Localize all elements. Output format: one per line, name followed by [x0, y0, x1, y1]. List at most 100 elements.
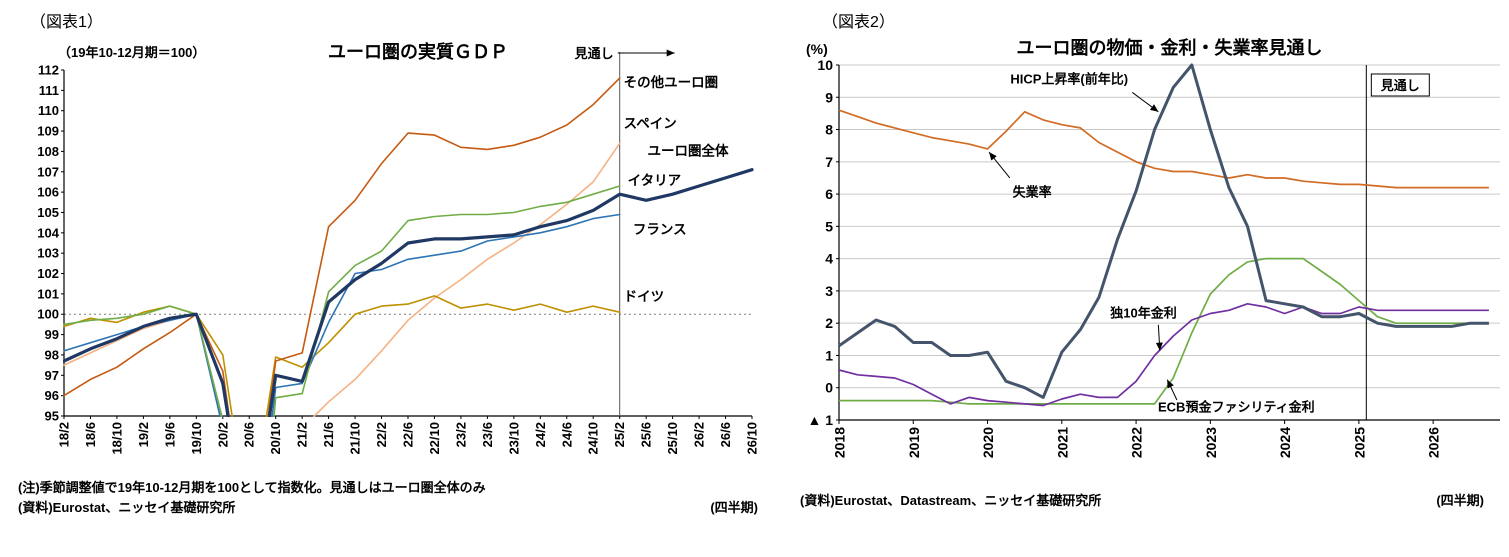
index-base-note: （19年10-12月期＝100） [58, 45, 205, 60]
x-tick-label: 18/6 [83, 422, 98, 447]
figure2-panel: （図表2） (%) ユーロ圏の物価・金利・失業率見通し 10 9 8 7 6 5 4 3 2 1 0 ▲ … [794, 8, 1508, 511]
x-tick-label: 22/6 [401, 422, 416, 447]
y-tick-label: 101 [37, 286, 59, 301]
x-tick-label: 2024 [1277, 427, 1293, 458]
y-tick-label: 104 [37, 225, 59, 240]
series-label: フランス [633, 222, 687, 237]
series-label: ドイツ [624, 289, 665, 304]
x-tick-label: 21/2 [295, 422, 310, 447]
forecast-label: 見通し [1380, 78, 1420, 93]
series-label: ユーロ圏全体 [647, 142, 728, 158]
y-tick-label: 100 [37, 307, 59, 322]
y-tick-label: 6 [825, 186, 833, 202]
y-tick-label: 102 [37, 266, 59, 281]
x-tick-label: 23/2 [453, 422, 468, 447]
x-tick-label: 20/2 [215, 422, 230, 447]
y-tick-label: 8 [825, 122, 833, 138]
series-イタリア [63, 185, 621, 417]
y-tick-label: 95 [45, 409, 59, 424]
x-tick-label: 23/10 [506, 422, 521, 455]
x-tick-label: 2023 [1203, 427, 1219, 458]
y-tick-label: 103 [37, 246, 59, 261]
x-tick-label: 25/10 [665, 422, 680, 455]
series-label: その他ユーロ圏 [624, 74, 719, 90]
x-tick-label: 18/2 [57, 422, 72, 447]
series-HICP上昇率(前年比) [838, 63, 1489, 399]
x-tick-label: 21/10 [348, 422, 363, 455]
y-tick-label: 98 [45, 347, 59, 362]
annotation-label: 失業率 [1013, 184, 1052, 199]
figure1-caption: （図表1） [30, 14, 103, 31]
y-tick-label: 108 [37, 144, 59, 159]
x-tick-label: 2020 [980, 427, 996, 458]
x-tick-label: 24/2 [533, 422, 548, 447]
series-label: イタリア [628, 173, 681, 188]
y-tick-label: 110 [38, 103, 59, 118]
x-tick-label: 2022 [1129, 427, 1145, 458]
y-tick-label: 4 [825, 251, 833, 267]
x-tick-label: 19/10 [189, 422, 204, 455]
x-tick-label: 19/6 [162, 422, 177, 447]
annotation-label: 独10年金利 [1110, 306, 1176, 321]
y-tick-label: 2 [825, 315, 833, 331]
figure1-note: (注)季節調整値で19年10-12月期を100として指数化。見通しはユーロ圏全体… [18, 480, 486, 495]
chart-title: ユーロ圏の物価・金利・失業率見通し [1017, 37, 1323, 58]
unit-label: (%) [806, 41, 828, 57]
x-tick-label: 20/10 [268, 422, 283, 455]
figure2-source: (資料)Eurostat、Datastream、ニッセイ基礎研究所 [800, 493, 1102, 508]
x-tick-label: 2018 [832, 427, 848, 458]
x-tick-label: 2021 [1054, 427, 1070, 458]
figure1-source-row: (資料)Eurostat、ニッセイ基礎研究所 (四半期) [18, 498, 758, 518]
annotation-arrow [1166, 379, 1178, 401]
y-tick-label: 105 [37, 205, 59, 220]
series-独10年金利 [838, 302, 1489, 407]
y-tick-label: 96 [45, 388, 59, 403]
y-tick-label: 7 [825, 154, 833, 170]
y-tick-label: 106 [37, 185, 59, 200]
x-tick-label: 25/6 [639, 422, 654, 447]
figure2-source-row: (資料)Eurostat、Datastream、ニッセイ基礎研究所 (四半期) [794, 491, 1508, 511]
annotation-arrow [988, 151, 1011, 179]
x-tick-label: 22/10 [427, 422, 442, 455]
y-tick-label: 109 [37, 124, 59, 139]
x-tick-label: 18/10 [109, 422, 124, 455]
annotation-label: ECB預金ファシリティ金利 [1158, 400, 1315, 415]
figure1-panel: （図表1） （19年10-12月期＝100） ユーロ圏の実質ＧＤＰ 95 96 97 98… [16, 8, 788, 518]
x-tick-label: 26/2 [692, 422, 707, 447]
y-tick-label: 97 [45, 368, 59, 383]
x-tick-label: 24/6 [559, 422, 574, 447]
forecast-label-box [1370, 73, 1430, 97]
x-tick-label: 2019 [906, 427, 922, 458]
y-tick-label: 9 [825, 89, 833, 105]
figure2-caption: （図表2） [822, 14, 895, 31]
series-label: スペイン [624, 116, 677, 131]
x-tick-label: 2026 [1426, 427, 1442, 458]
x-tick-label: 26/10 [745, 422, 760, 455]
series-ECB預金ファシリティ金利 [839, 257, 1489, 405]
figure1-notes: (注)季節調整値で19年10-12月期を100として指数化。見通しはユーロ圏全体… [16, 478, 788, 518]
x-tick-label: 20/6 [242, 422, 257, 447]
series-ドイツ [63, 295, 621, 417]
figure2-frequency: (四半期) [1436, 493, 1484, 508]
y-tick-label: 1 [825, 347, 833, 363]
annotation-label: HICP上昇率(前年比) [1010, 72, 1128, 87]
x-tick-label: 19/2 [136, 422, 151, 447]
y-tick-label: ▲ 1 [807, 412, 833, 428]
y-tick-label: 10 [817, 57, 833, 73]
x-tick-label: 22/2 [374, 422, 389, 447]
figure1-frequency: (四半期) [710, 500, 758, 515]
x-tick-label: 23/6 [480, 422, 495, 447]
y-tick-label: 112 [38, 63, 59, 78]
annotation-arrow [1155, 324, 1163, 351]
y-tick-label: 111 [39, 83, 59, 98]
series-失業率 [838, 109, 1489, 189]
chart-title: ユーロ圏の実質ＧＤＰ [328, 41, 508, 62]
y-tick-label: 5 [825, 218, 833, 234]
x-tick-label: 21/6 [321, 422, 336, 447]
x-tick-label: 24/10 [586, 422, 601, 455]
x-tick-label: 2025 [1351, 427, 1367, 458]
series-その他ユーロ圏 [63, 77, 621, 417]
x-tick-label: 26/6 [718, 422, 733, 447]
y-tick-label: 107 [37, 164, 59, 179]
